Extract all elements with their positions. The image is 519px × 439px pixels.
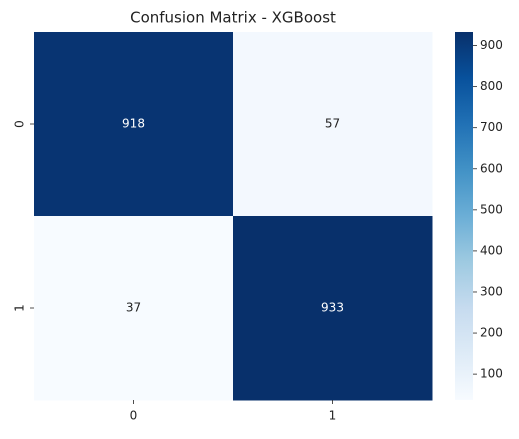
y-tick-label: 0 bbox=[13, 120, 27, 128]
colorbar-tick-label: 900 bbox=[480, 38, 503, 52]
colorbar-tick-label: 100 bbox=[480, 367, 503, 381]
colorbar bbox=[455, 32, 473, 400]
colorbar-tick-label: 700 bbox=[480, 120, 503, 134]
heatmap-cell bbox=[34, 216, 234, 401]
x-tick-label: 0 bbox=[130, 409, 138, 423]
cell-label: 37 bbox=[126, 301, 141, 315]
colorbar-tick-label: 300 bbox=[480, 284, 503, 298]
y-tick-label: 1 bbox=[13, 304, 27, 312]
colorbar-tick-label: 800 bbox=[480, 79, 503, 93]
heatmap-cell bbox=[233, 216, 433, 401]
colorbar-tick-label: 400 bbox=[480, 243, 503, 257]
chart-title: Confusion Matrix - XGBoost bbox=[130, 9, 336, 27]
colorbar-tick-label: 600 bbox=[480, 161, 503, 175]
cell-label: 933 bbox=[321, 301, 344, 315]
colorbar-tick-label: 200 bbox=[480, 326, 503, 340]
colorbar-tick-label: 500 bbox=[480, 202, 503, 216]
heatmap-cell bbox=[34, 32, 234, 217]
cell-label: 57 bbox=[325, 117, 340, 131]
x-tick-label: 1 bbox=[329, 409, 337, 423]
cell-label: 918 bbox=[122, 117, 145, 131]
heatmap-cell bbox=[233, 32, 433, 217]
